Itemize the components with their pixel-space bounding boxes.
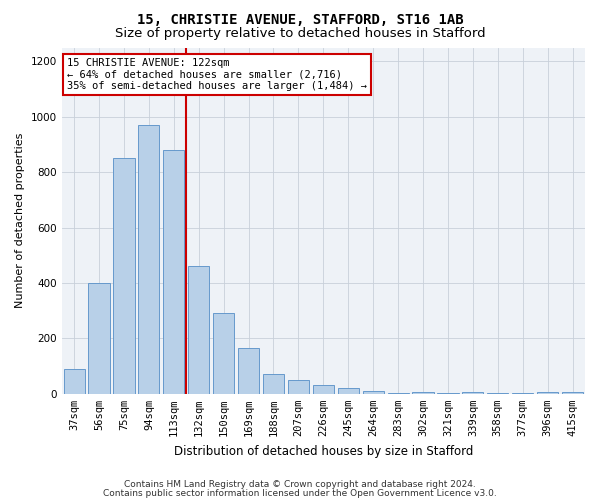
Y-axis label: Number of detached properties: Number of detached properties — [15, 133, 25, 308]
Text: 15 CHRISTIE AVENUE: 122sqm
← 64% of detached houses are smaller (2,716)
35% of s: 15 CHRISTIE AVENUE: 122sqm ← 64% of deta… — [67, 58, 367, 91]
Bar — [213, 314, 234, 394]
Bar — [263, 374, 284, 394]
Text: Size of property relative to detached houses in Stafford: Size of property relative to detached ho… — [115, 28, 485, 40]
Bar — [562, 392, 583, 394]
Bar — [537, 392, 558, 394]
Bar — [412, 392, 434, 394]
Bar — [163, 150, 184, 394]
Bar — [113, 158, 134, 394]
Bar — [238, 348, 259, 394]
X-axis label: Distribution of detached houses by size in Stafford: Distribution of detached houses by size … — [173, 444, 473, 458]
Text: 15, CHRISTIE AVENUE, STAFFORD, ST16 1AB: 15, CHRISTIE AVENUE, STAFFORD, ST16 1AB — [137, 12, 463, 26]
Bar — [462, 392, 484, 394]
Bar — [313, 386, 334, 394]
Bar — [362, 391, 384, 394]
Bar — [288, 380, 309, 394]
Bar — [338, 388, 359, 394]
Text: Contains public sector information licensed under the Open Government Licence v3: Contains public sector information licen… — [103, 488, 497, 498]
Bar — [138, 125, 160, 394]
Text: Contains HM Land Registry data © Crown copyright and database right 2024.: Contains HM Land Registry data © Crown c… — [124, 480, 476, 489]
Bar — [88, 283, 110, 394]
Bar — [188, 266, 209, 394]
Bar — [64, 369, 85, 394]
